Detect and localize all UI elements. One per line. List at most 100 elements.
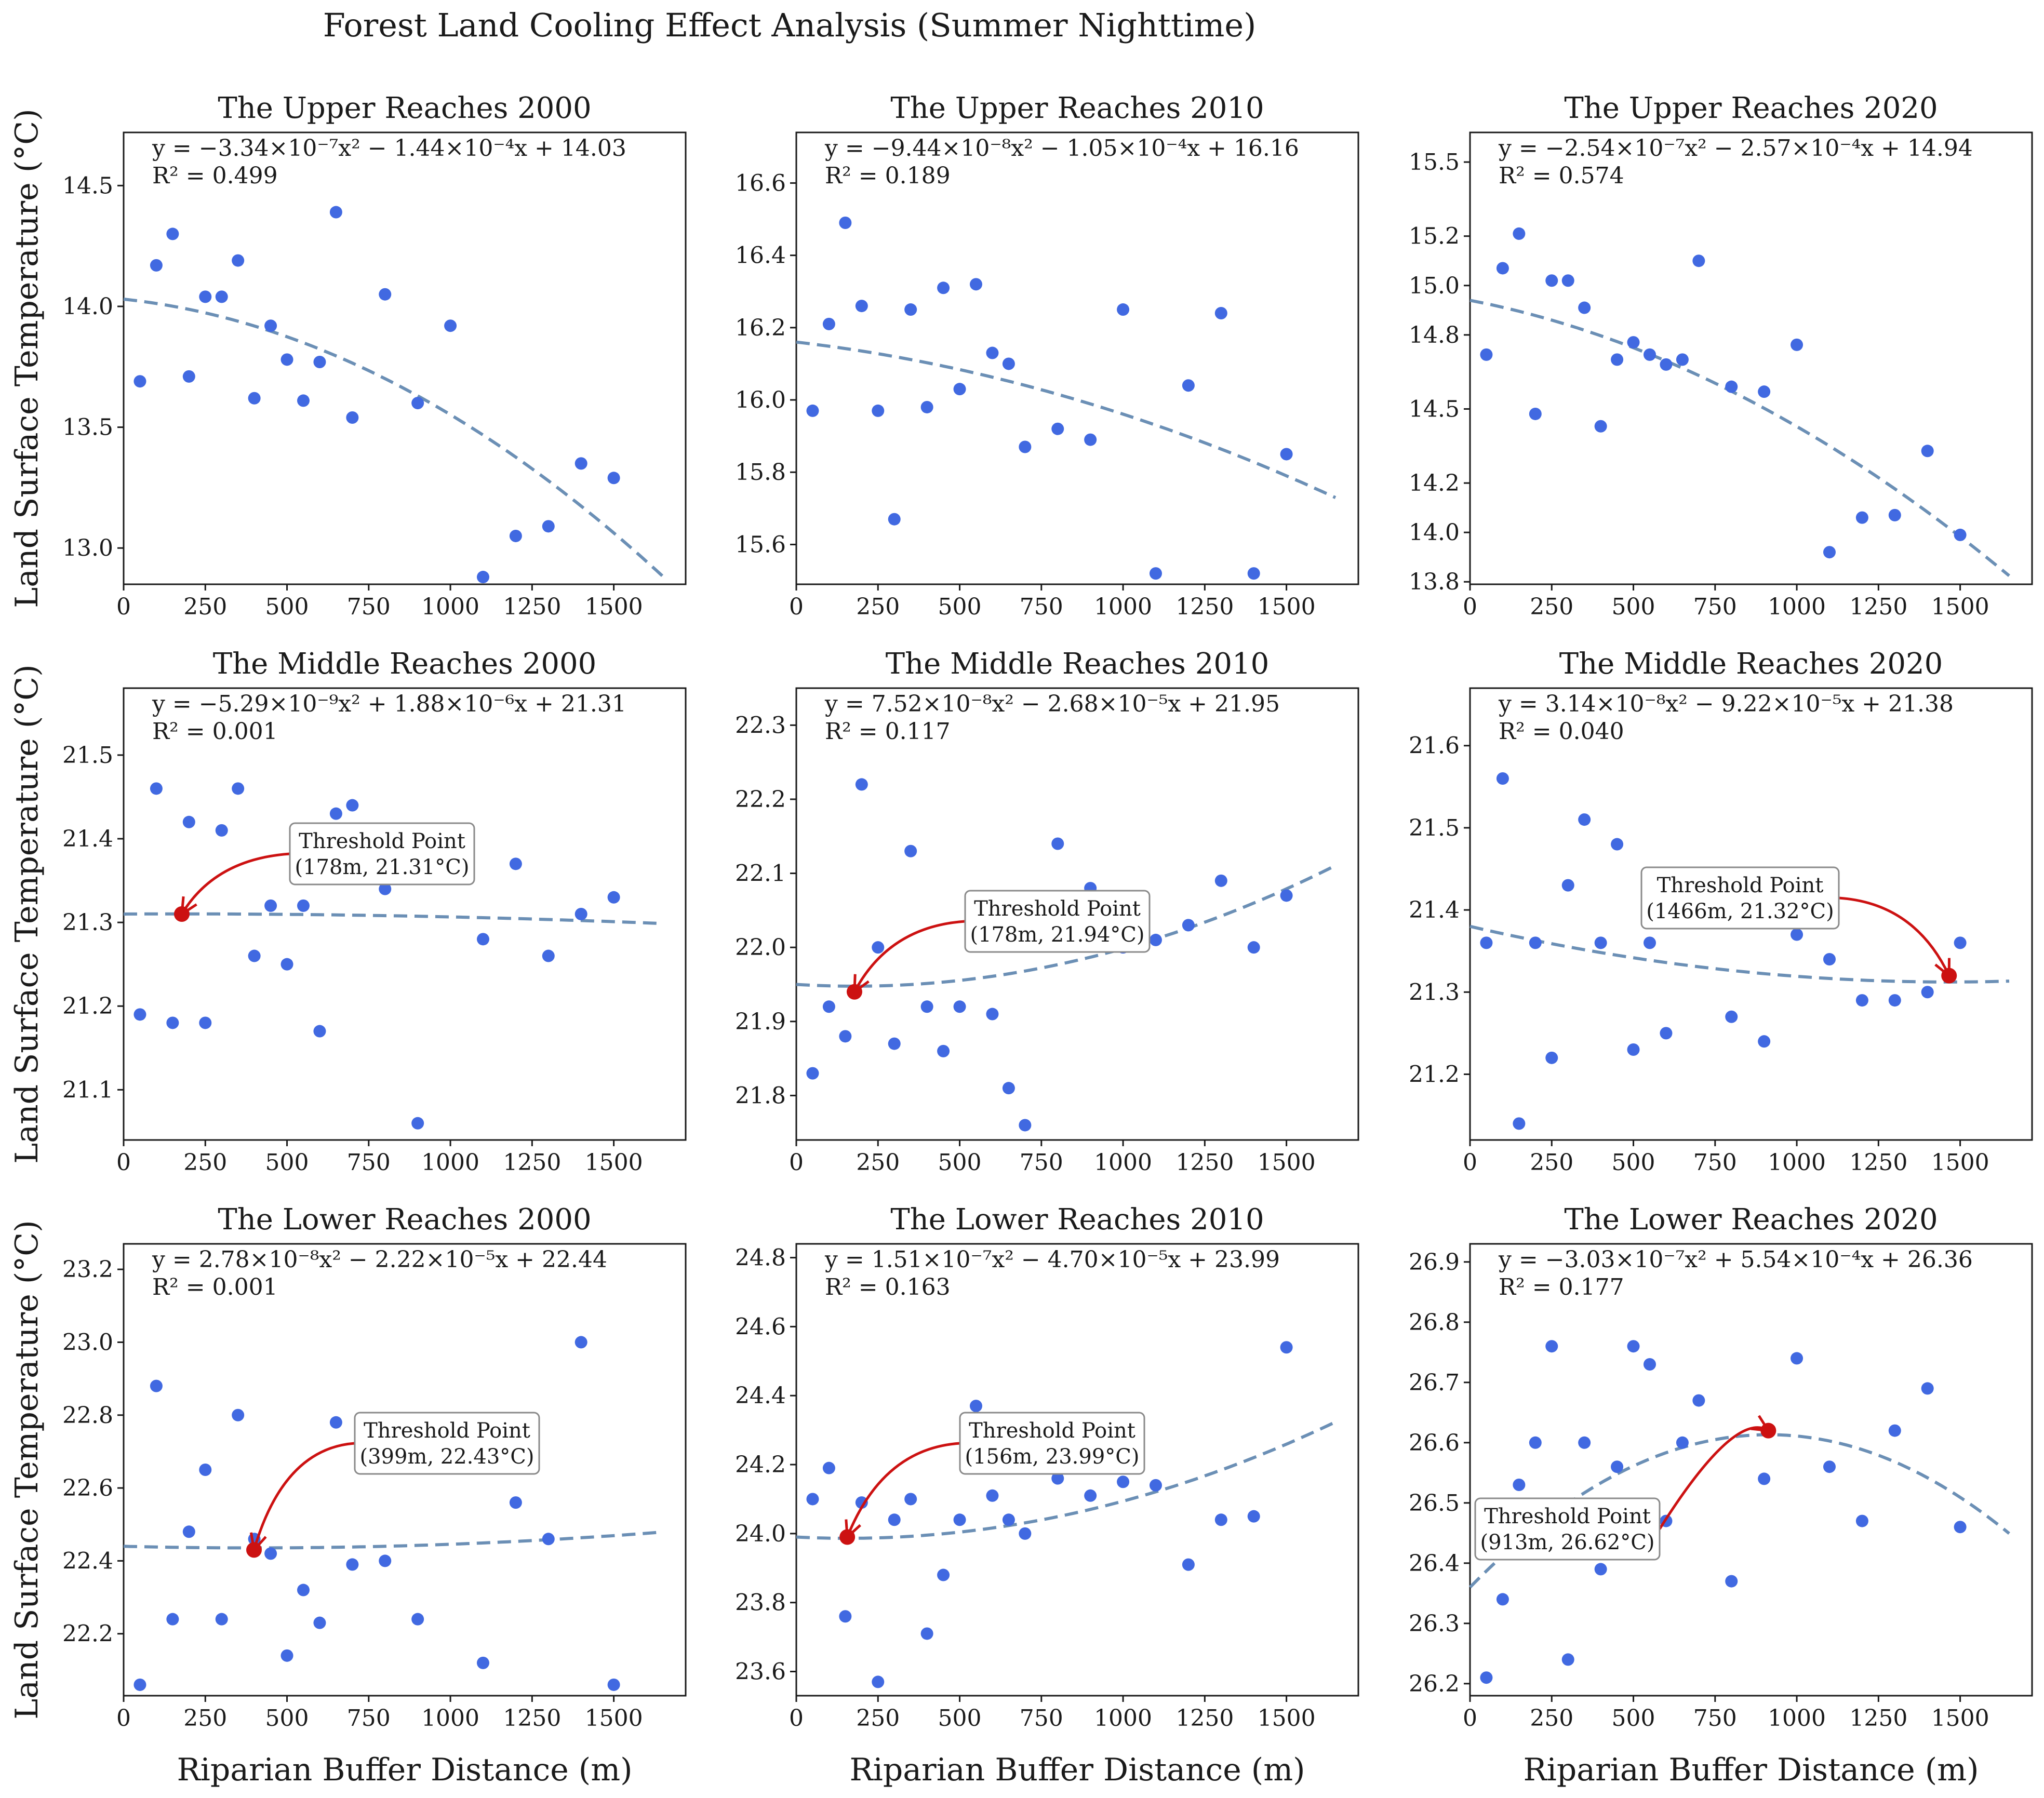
y-tick-label: 24.8 (735, 1245, 786, 1271)
data-point (215, 824, 228, 837)
chart-panel-3: The Upper Reaches 2020 0 250 500 750 1000 1250… (1409, 91, 2033, 620)
x-tick-label: 250 (1530, 1149, 1573, 1176)
data-point (476, 933, 489, 946)
x-tick-label: 0 (1463, 1149, 1477, 1176)
threshold-point (839, 1529, 856, 1545)
data-point (1594, 1563, 1607, 1576)
x-tick-label: 1500 (1931, 594, 1989, 620)
data-point (232, 254, 245, 267)
r2-text: R² = 0.177 (1499, 1274, 1624, 1300)
x-tick-label: 250 (856, 594, 900, 620)
data-point (182, 1525, 195, 1538)
x-tick-label: 1000 (1768, 594, 1826, 620)
x-tick-label: 750 (1020, 594, 1063, 620)
data-point (986, 346, 999, 359)
x-tick-label: 250 (1530, 594, 1573, 620)
data-point (509, 857, 522, 870)
chart-panel-2: The Upper Reaches 2010 0 250 500 750 1000 1250… (735, 91, 1359, 620)
data-point (1855, 994, 1868, 1007)
threshold-label-value: (1466m, 21.32°C) (1646, 900, 1834, 923)
threshold-point (1941, 968, 1957, 984)
data-point (1791, 338, 1803, 351)
threshold-label-value: (399m, 22.43°C) (359, 1445, 534, 1469)
data-point (920, 1627, 933, 1640)
data-point (1627, 1043, 1640, 1056)
data-point (280, 958, 293, 971)
r2-text: R² = 0.117 (825, 718, 951, 745)
data-point (904, 1493, 917, 1506)
y-tick-label: 22.3 (735, 712, 786, 739)
data-point (313, 355, 326, 368)
fit-curve (1468, 1433, 2010, 1589)
threshold-arrow (1658, 1426, 1769, 1530)
data-point (1561, 1653, 1574, 1666)
data-point (1611, 1460, 1624, 1473)
panel-title: The Lower Reaches 2020 (1564, 1203, 1938, 1237)
x-tick-label: 500 (938, 594, 982, 620)
data-point (542, 1533, 555, 1546)
x-tick-label: 1250 (503, 594, 561, 620)
data-point (476, 1656, 489, 1669)
data-point (607, 891, 620, 904)
data-point (1051, 837, 1064, 850)
x-tick-label: 1000 (1094, 1705, 1152, 1732)
data-point (1117, 303, 1130, 316)
data-point (1214, 874, 1227, 887)
data-point (264, 899, 277, 912)
x-tick-label: 0 (789, 594, 804, 620)
r2-text: R² = 0.001 (152, 718, 278, 745)
y-tick-label: 24.2 (735, 1452, 786, 1478)
x-tick-label: 1000 (421, 1705, 479, 1732)
x-tick-label: 1000 (1768, 1705, 1826, 1732)
equation-text: y = −3.03×10⁻⁷x² + 5.54×10⁻⁴x + 26.36 (1498, 1246, 1973, 1273)
threshold-arrow (846, 1442, 960, 1538)
data-point (509, 529, 522, 542)
data-point (150, 259, 163, 272)
threshold-point (846, 984, 862, 1000)
data-point (297, 1584, 310, 1596)
data-point (904, 303, 917, 316)
x-tick-label: 750 (347, 1705, 391, 1732)
data-point (1921, 1382, 1934, 1395)
data-point (855, 1496, 868, 1509)
threshold-arrow (252, 1442, 355, 1551)
y-tick-label: 23.8 (735, 1590, 786, 1616)
data-point (1855, 1514, 1868, 1527)
data-point (1513, 227, 1526, 240)
data-point (150, 782, 163, 795)
fit-curve (1469, 299, 2010, 577)
threshold-label-box (1474, 1497, 1661, 1561)
fit-curve (796, 864, 1337, 988)
threshold-label-value: (913m, 26.62°C) (1480, 1531, 1654, 1554)
x-tick-label: 1500 (1931, 1705, 1989, 1732)
data-point (133, 375, 146, 388)
data-point (297, 394, 310, 407)
y-tick-label: 24.6 (735, 1313, 786, 1340)
data-point (1002, 357, 1015, 370)
data-point (1149, 1479, 1162, 1492)
data-point (379, 882, 392, 895)
data-point (1019, 1527, 1032, 1540)
data-point (1280, 448, 1293, 461)
data-point (329, 1416, 342, 1429)
data-point (542, 520, 555, 533)
equation-text: y = −5.29×10⁻⁹x² + 1.88×10⁻⁶x + 21.31 (152, 691, 626, 717)
data-point (150, 1379, 163, 1392)
y-tick-label: 26.3 (1409, 1611, 1460, 1637)
data-point (969, 278, 982, 291)
y-axis-label: Land Surface Temperature (°C) (9, 109, 45, 608)
data-point (1182, 379, 1195, 392)
data-point (379, 288, 392, 301)
data-point (1545, 1051, 1558, 1064)
x-tick-label: 500 (1612, 1149, 1655, 1176)
x-tick-label: 0 (789, 1705, 804, 1732)
data-point (1758, 1472, 1771, 1485)
x-tick-label: 1000 (421, 594, 479, 620)
data-point (1888, 994, 1901, 1007)
threshold-label-box (289, 822, 475, 885)
data-point (872, 404, 885, 417)
y-tick-label: 16.6 (735, 170, 786, 196)
x-tick-label: 1250 (1175, 594, 1234, 620)
data-point (1280, 889, 1293, 902)
data-point (1247, 941, 1260, 954)
